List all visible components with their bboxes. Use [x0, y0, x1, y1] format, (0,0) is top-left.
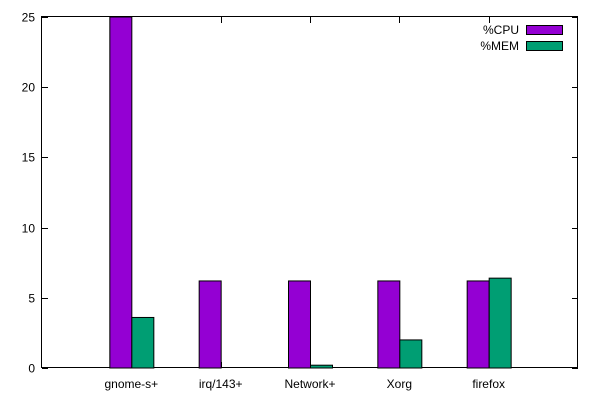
x-tick-label: Xorg: [387, 377, 412, 391]
y-tick-label: 20: [22, 81, 36, 95]
bar-cpu: [288, 280, 311, 369]
legend-swatch: [526, 41, 563, 51]
bars: [109, 16, 512, 369]
legend-label: %CPU: [483, 23, 519, 37]
bar-mem: [131, 316, 155, 369]
x-tick-label: irq/143+: [199, 377, 243, 391]
x-tick-label: firefox: [472, 377, 505, 391]
y-tick-label: 25: [22, 11, 36, 25]
legend-label: %MEM: [480, 39, 519, 53]
y-tick-label: 15: [22, 151, 36, 165]
x-axis: gnome-s+ irq/143+ Network+ Xorg firefox: [104, 17, 505, 391]
x-tick-label: Network+: [284, 377, 335, 391]
bar-cpu: [377, 280, 401, 369]
bar-mem: [399, 339, 423, 369]
bar-cpu: [466, 280, 490, 369]
x-tick-label: gnome-s+: [104, 377, 158, 391]
bar-mem: [488, 277, 512, 369]
legend: %CPU %MEM: [480, 23, 563, 53]
legend-swatch: [526, 25, 563, 35]
y-tick-label: 5: [28, 292, 35, 306]
y-axis: 0 5 10 15 20 25: [22, 11, 578, 376]
y-tick-label: 10: [22, 222, 36, 236]
bar-mem: [310, 364, 333, 369]
y-tick-label: 0: [28, 362, 35, 376]
bar-cpu: [109, 16, 133, 369]
bar-cpu: [198, 280, 222, 369]
